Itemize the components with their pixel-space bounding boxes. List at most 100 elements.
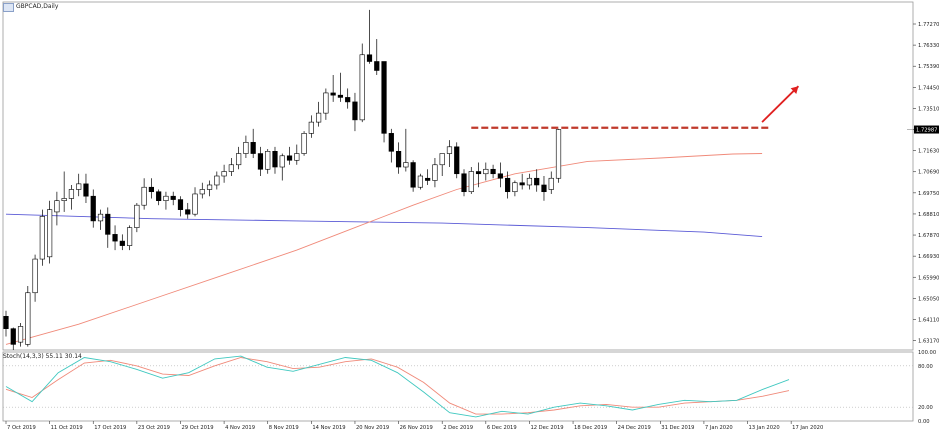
price-axis-label: 1.65990	[918, 275, 939, 281]
bullish-candle[interactable]	[555, 129, 562, 179]
bullish-candle[interactable]	[308, 121, 314, 134]
bullish-candle[interactable]	[126, 227, 133, 246]
bearish-candle[interactable]	[519, 182, 525, 186]
current-price-tag	[914, 125, 939, 134]
bullish-candle[interactable]	[279, 155, 285, 168]
bearish-candle[interactable]	[330, 92, 336, 96]
bullish-candle[interactable]	[548, 177, 554, 190]
bullish-candle[interactable]	[526, 177, 533, 186]
bullish-candle[interactable]	[214, 175, 220, 186]
bearish-candle[interactable]	[505, 177, 511, 193]
bullish-candle[interactable]	[68, 189, 75, 199]
bullish-candle[interactable]	[54, 200, 60, 213]
bearish-candle[interactable]	[352, 101, 358, 121]
bearish-candle[interactable]	[257, 153, 264, 170]
bullish-candle[interactable]	[243, 142, 249, 154]
bullish-candle[interactable]	[39, 216, 45, 260]
bullish-candle[interactable]	[76, 183, 82, 190]
date-axis-label: 6 Dec 2019	[487, 425, 517, 431]
bullish-candle[interactable]	[236, 153, 242, 166]
bearish-candle[interactable]	[395, 151, 402, 168]
bullish-candle[interactable]	[512, 182, 518, 193]
bullish-candle[interactable]	[17, 326, 24, 343]
date-axis-label: 23 Oct 2019	[138, 425, 170, 431]
bearish-candle[interactable]	[10, 328, 16, 345]
bullish-candle[interactable]	[468, 171, 474, 193]
bearish-candle[interactable]	[90, 195, 96, 222]
bearish-candle[interactable]	[337, 94, 344, 98]
bullish-candle[interactable]	[32, 258, 38, 294]
bearish-candle[interactable]	[177, 199, 184, 210]
bullish-candle[interactable]	[432, 164, 438, 181]
bullish-candle[interactable]	[323, 92, 329, 114]
bearish-candle[interactable]	[374, 61, 380, 71]
date-axis-label: 29 Oct 2019	[181, 425, 213, 431]
bearish-candle[interactable]	[250, 142, 256, 154]
price-axis-label: 1.76330	[918, 43, 939, 49]
bullish-candle[interactable]	[446, 146, 453, 154]
bullish-candle[interactable]	[221, 171, 227, 177]
bullish-candle[interactable]	[439, 153, 445, 166]
bullish-candle[interactable]	[192, 193, 198, 215]
price-axis-label: 1.69750	[918, 191, 939, 197]
bearish-candle[interactable]	[381, 61, 387, 134]
bullish-candle[interactable]	[294, 153, 300, 161]
trend-arrow-line[interactable]	[761, 85, 800, 123]
date-axis-label: 13 Jan 2020	[749, 425, 780, 431]
bearish-candle[interactable]	[454, 146, 460, 175]
bullish-candle[interactable]	[301, 133, 307, 154]
bearish-candle[interactable]	[534, 177, 540, 186]
bullish-candle[interactable]	[134, 204, 140, 228]
bearish-candle[interactable]	[272, 151, 278, 168]
bullish-candle[interactable]	[97, 213, 104, 222]
date-axis-label: 11 Oct 2019	[51, 425, 83, 431]
bullish-candle[interactable]	[403, 162, 409, 168]
bearish-candle[interactable]	[410, 162, 416, 188]
date-axis-label: 12 Dec 2019	[530, 425, 563, 431]
bullish-candle[interactable]	[163, 195, 169, 201]
bearish-candle[interactable]	[148, 186, 155, 193]
bearish-candle[interactable]	[3, 316, 9, 329]
date-axis-label: 2 Dec 2019	[443, 425, 473, 431]
date-axis-label: 17 Oct 2019	[94, 425, 126, 431]
bearish-candle[interactable]	[425, 177, 431, 181]
bearish-candle[interactable]	[286, 155, 293, 161]
bearish-candle[interactable]	[366, 54, 373, 62]
bullish-candle[interactable]	[265, 151, 271, 170]
stochastic-main-line	[5, 355, 790, 418]
oscillator-axis-label: 0.00	[918, 419, 930, 425]
price-axis-label: 1.64110	[918, 317, 939, 323]
bullish-candle[interactable]	[483, 168, 489, 175]
bearish-candle[interactable]	[388, 133, 394, 152]
bullish-candle[interactable]	[417, 175, 423, 188]
date-axis-label: 24 Dec 2019	[618, 425, 651, 431]
bearish-candle[interactable]	[105, 213, 111, 235]
bullish-candle[interactable]	[47, 209, 53, 258]
stochastic-label: Stoch(14,3,3) 55.11 30.14	[3, 353, 82, 360]
bullish-candle[interactable]	[199, 189, 205, 195]
bearish-candle[interactable]	[475, 171, 482, 175]
bearish-candle[interactable]	[112, 234, 118, 242]
date-axis-label: 18 Dec 2019	[574, 425, 607, 431]
bullish-candle[interactable]	[228, 164, 234, 172]
price-axis-label: 1.66930	[918, 254, 939, 260]
bearish-candle[interactable]	[156, 191, 162, 201]
bearish-candle[interactable]	[185, 209, 191, 215]
bearish-candle[interactable]	[497, 173, 503, 179]
bearish-candle[interactable]	[83, 183, 89, 197]
bearish-candle[interactable]	[345, 97, 351, 103]
bearish-candle[interactable]	[170, 195, 176, 200]
bullish-candle[interactable]	[61, 198, 67, 201]
bullish-candle[interactable]	[359, 54, 365, 121]
bullish-candle[interactable]	[25, 292, 31, 345]
bearish-candle[interactable]	[490, 168, 496, 175]
bullish-candle[interactable]	[316, 112, 322, 123]
bearish-candle[interactable]	[461, 173, 467, 193]
date-axis-label: 17 Jan 2020	[792, 425, 823, 431]
bullish-candle[interactable]	[206, 184, 213, 190]
bullish-candle[interactable]	[141, 186, 147, 206]
stochastic-signal-line	[5, 357, 790, 415]
bearish-candle[interactable]	[119, 240, 125, 246]
bearish-candle[interactable]	[541, 184, 547, 193]
